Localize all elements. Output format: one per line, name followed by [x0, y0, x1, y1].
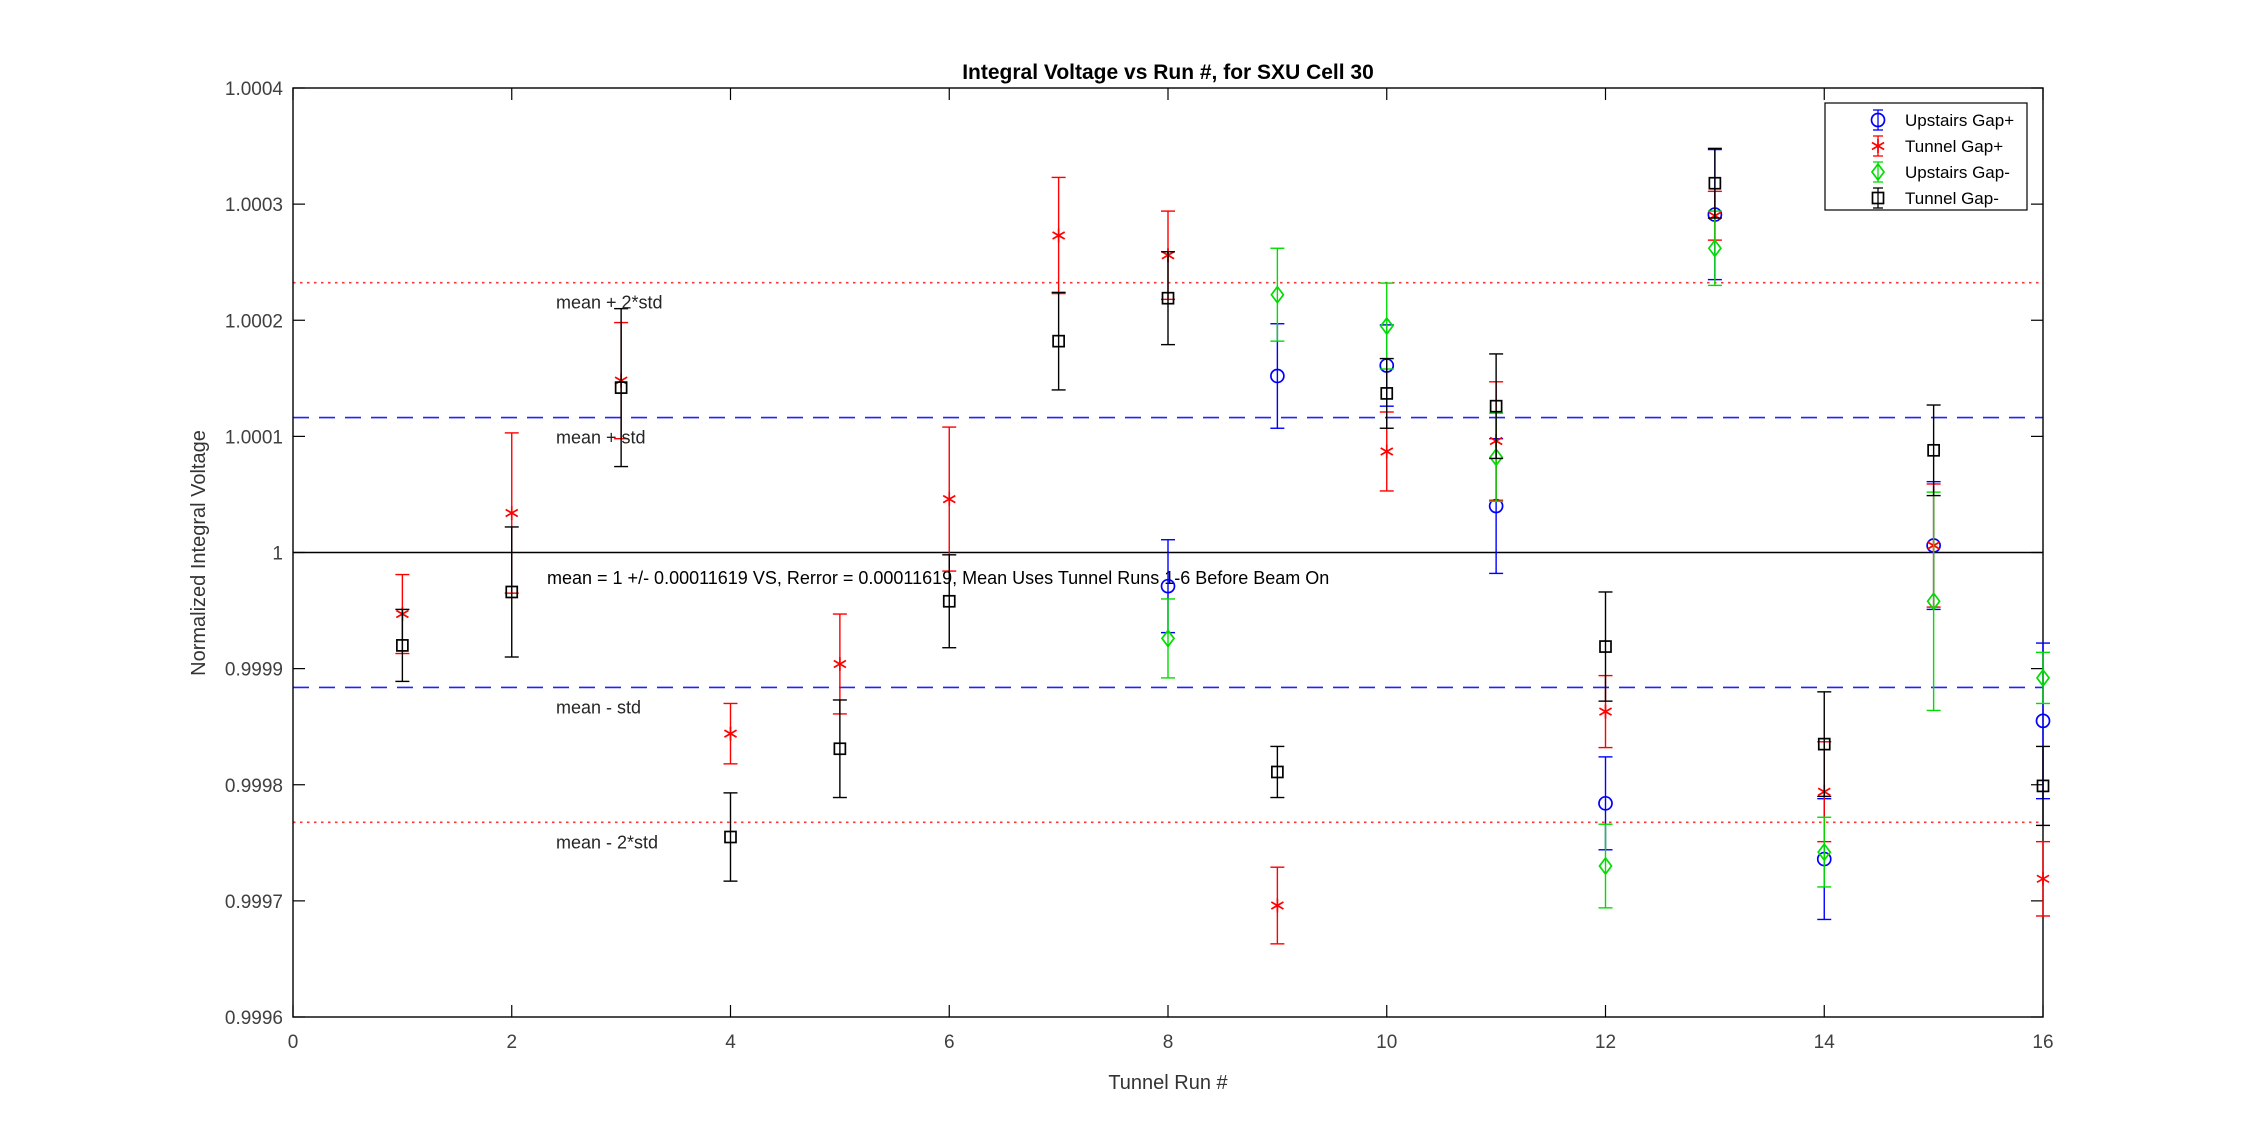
y-tick-label: 1.0003: [225, 195, 283, 216]
ref-line-label: mean - std: [556, 697, 641, 717]
data-point-diamond: [2035, 668, 2051, 688]
data-point-asterisk: [1599, 707, 1612, 716]
chart-title: Integral Voltage vs Run #, for SXU Cell …: [962, 61, 1374, 84]
legend-row: Upstairs Gap-: [1870, 161, 2010, 183]
data-point-square: [942, 594, 956, 608]
data-point-asterisk: [1052, 231, 1066, 240]
data-point-square: [1817, 737, 1831, 751]
data-point-asterisk: [942, 494, 956, 504]
data-point-asterisk: [2036, 874, 2050, 884]
y-tick-label: 1: [272, 544, 283, 565]
y-tick-label: 0.9999: [225, 660, 283, 681]
data-point-circle: [1270, 368, 1285, 384]
ref-line-label: mean + 2*std: [556, 293, 663, 313]
x-tick-label: 8: [1163, 1032, 1174, 1053]
data-point-square: [505, 585, 519, 599]
data-point-diamond: [1379, 316, 1394, 336]
data-point-asterisk: [505, 508, 519, 518]
x-tick-label: 16: [2032, 1032, 2053, 1053]
data-point-asterisk: [1871, 141, 1885, 151]
data-point-square: [1380, 387, 1394, 400]
legend-row: Tunnel Gap+: [1871, 135, 2003, 157]
mean-annotation: mean = 1 +/- 0.00011619 VS, Rerror = 0.0…: [547, 568, 1329, 588]
data-point-asterisk: [724, 729, 737, 738]
data-point-square: [724, 830, 737, 844]
y-tick-label: 0.9997: [225, 892, 283, 913]
ref-line-label: mean - 2*std: [556, 832, 658, 852]
data-point-square: [2036, 779, 2050, 793]
legend-row: Upstairs Gap+: [1870, 109, 2014, 131]
reference-labels-layer: mean + std mean - std mean + 2*std mean - 2…: [556, 293, 663, 853]
legend-label: Upstairs Gap-: [1905, 163, 2010, 182]
data-point-diamond: [1270, 285, 1285, 305]
data-point-circle: [1870, 112, 1886, 128]
legend-row: Tunnel Gap-: [1871, 187, 1999, 209]
data-point-square: [1599, 640, 1612, 653]
y-tick-label: 1.0001: [225, 427, 283, 448]
data-point-asterisk: [1270, 901, 1284, 910]
data-point-diamond: [1817, 842, 1832, 862]
y-tick-label: 0.9996: [225, 1008, 283, 1029]
data-point-circle: [1598, 795, 1613, 811]
legend-label: Tunnel Gap+: [1905, 137, 2003, 156]
data-point-asterisk: [833, 659, 847, 669]
data-point-square: [614, 381, 628, 394]
x-tick-label: 14: [1814, 1032, 1836, 1053]
y-tick-label: 0.9998: [225, 776, 283, 797]
data-point-diamond: [1707, 238, 1722, 258]
data-point-diamond: [1598, 856, 1613, 876]
legend: Upstairs Gap+ Tunnel Gap+ Upstairs Gap- Tun…: [1824, 102, 2028, 211]
data-point-diamond: [1489, 447, 1504, 467]
axes-layer: 0 2 4 6 8 10 12 14 16 0.9996 0.9997 0.9998 0.9999 1 1.…: [225, 79, 2054, 1053]
data-point-circle: [2035, 713, 2051, 729]
x-tick-label: 6: [944, 1032, 955, 1053]
data-point-diamond: [1926, 591, 1941, 611]
y-axis-label: Normalized Integral Voltage: [188, 430, 210, 676]
data-point-square: [1871, 191, 1885, 205]
y-tick-label: 1.0004: [225, 79, 284, 100]
data-point-square: [1708, 176, 1722, 190]
data-series-layer: [395, 147, 2051, 945]
data-point-square: [833, 742, 847, 756]
data-point-square: [1489, 399, 1503, 413]
series-upstairs-gap+: [1160, 148, 2051, 921]
legend-label: Upstairs Gap+: [1905, 111, 2014, 130]
y-tick-label: 1.0002: [225, 311, 283, 332]
data-point-square: [1052, 334, 1065, 348]
data-point-diamond: [1160, 629, 1176, 648]
data-point-square: [1271, 765, 1284, 779]
x-tick-label: 4: [725, 1032, 736, 1053]
series-tunnel-gap-: [395, 147, 2050, 882]
x-tick-label: 12: [1595, 1032, 1616, 1053]
x-axis-label: Tunnel Run #: [1108, 1072, 1228, 1094]
x-tick-label: 0: [288, 1032, 299, 1053]
data-point-circle: [1160, 578, 1176, 594]
legend-label: Tunnel Gap-: [1905, 189, 1999, 208]
data-point-diamond: [1870, 162, 1886, 182]
data-point-asterisk: [1380, 447, 1394, 456]
data-point-square: [396, 639, 409, 652]
ref-line-label: mean + std: [556, 428, 646, 448]
data-point-square: [1161, 291, 1175, 305]
data-point-square: [1927, 443, 1940, 457]
legend-box: [1824, 102, 2028, 211]
x-tick-label: 10: [1376, 1032, 1397, 1053]
x-tick-label: 2: [506, 1032, 517, 1053]
